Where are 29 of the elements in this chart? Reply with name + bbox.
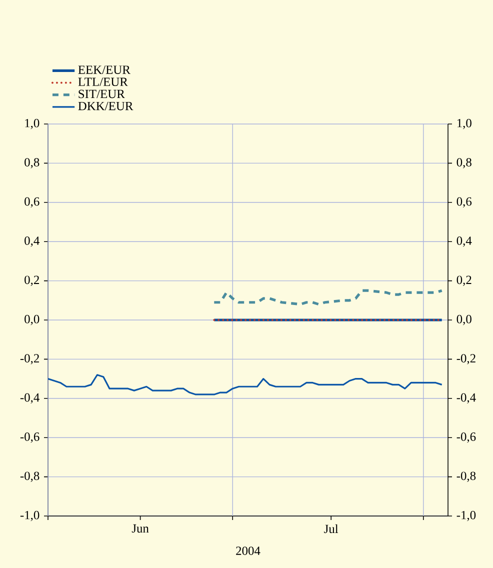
y2-tick-label: 0,4 — [456, 236, 472, 247]
y2-tick-label: 1,0 — [457, 118, 472, 130]
y2-tick-label: 0,8 — [456, 158, 472, 168]
y-tick-label: 0,0 — [24, 314, 40, 326]
y2-tick-label: -0,8 — [456, 472, 476, 482]
y-tick-label: -1,0 — [20, 510, 40, 522]
x-tick-label: Jun — [132, 524, 149, 533]
legend-label: LTL/EUR — [78, 78, 128, 86]
y-tick-label: 0,2 — [24, 276, 39, 286]
legend-label: SIT/EUR — [78, 90, 125, 98]
y2-tick-label: -1,0 — [456, 510, 476, 522]
y-tick-label: -0,4 — [20, 393, 40, 404]
x-tick-label: Jul — [324, 524, 338, 534]
y2-tick-label: 0,6 — [456, 197, 472, 208]
x-axis-title: 2004 — [236, 546, 260, 555]
y-tick-label: -0,6 — [20, 432, 40, 443]
legend-label: DKK/EUR — [78, 102, 134, 110]
y-tick-label: 0,8 — [24, 158, 40, 168]
y-tick-label: 0,6 — [24, 197, 40, 208]
y-tick-label: 0,4 — [24, 236, 40, 247]
y2-tick-label: -0,2 — [456, 354, 476, 364]
legend-label: EEK/EUR — [78, 66, 130, 74]
y2-tick-label: 0,0 — [456, 314, 472, 326]
y-tick-label: 1,0 — [25, 118, 40, 130]
y2-tick-label: 0,2 — [456, 276, 472, 286]
y-tick-label: -0,2 — [20, 354, 39, 364]
y2-tick-label: -0,6 — [456, 432, 476, 443]
y-tick-label: -0,8 — [20, 472, 40, 482]
y2-tick-label: -0,4 — [456, 393, 476, 404]
